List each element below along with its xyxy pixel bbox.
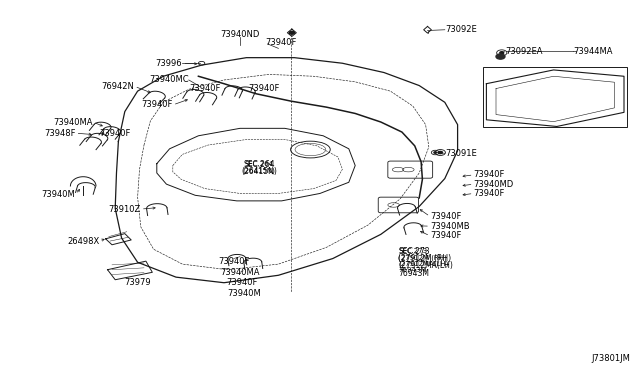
Circle shape [496, 54, 505, 59]
Text: 73940M: 73940M [228, 289, 261, 298]
Text: 73940MA: 73940MA [53, 118, 93, 126]
Text: SEC.264: SEC.264 [244, 161, 274, 167]
Text: 73948F: 73948F [44, 129, 76, 138]
Text: SEC.264: SEC.264 [243, 160, 275, 169]
Text: 73092E: 73092E [445, 25, 477, 34]
Text: 73940ND: 73940ND [220, 30, 260, 39]
Text: 76943M: 76943M [398, 267, 426, 273]
Text: 73092EA: 73092EA [506, 47, 543, 56]
Circle shape [500, 52, 504, 54]
Text: (27912MA(LH): (27912MA(LH) [398, 262, 453, 270]
Text: (27912M (RH): (27912M (RH) [398, 254, 447, 261]
Text: 73940F: 73940F [99, 129, 131, 138]
Text: (27912MA(LH): (27912MA(LH) [398, 260, 449, 267]
Text: 73940F: 73940F [474, 170, 505, 179]
Text: 73940F: 73940F [266, 38, 297, 47]
Text: 73910Z: 73910Z [109, 205, 141, 214]
Text: 73940F: 73940F [226, 278, 258, 287]
Text: 73940MD: 73940MD [474, 180, 514, 189]
Text: SEC.273: SEC.273 [398, 247, 429, 256]
Text: 73940F: 73940F [218, 257, 250, 266]
Text: 73940F: 73940F [430, 231, 461, 240]
Circle shape [434, 152, 436, 153]
Text: SEC.273: SEC.273 [398, 248, 428, 254]
Text: 26498X: 26498X [67, 237, 99, 246]
Text: 73940F: 73940F [189, 84, 221, 93]
Circle shape [438, 151, 442, 154]
Text: 73940F: 73940F [430, 212, 461, 221]
Text: 73940MC: 73940MC [149, 76, 189, 84]
Text: 73940MA: 73940MA [220, 268, 260, 277]
Text: 73979: 73979 [124, 278, 151, 287]
Text: 73091E: 73091E [445, 149, 477, 158]
Text: 73996: 73996 [156, 59, 182, 68]
Text: 73940F: 73940F [474, 189, 505, 198]
Text: 73940MB: 73940MB [430, 222, 470, 231]
Text: (26415N): (26415N) [241, 167, 277, 176]
Text: (27912M (RH): (27912M (RH) [398, 254, 451, 263]
Text: (26415N): (26415N) [243, 167, 276, 174]
Text: J73801JM: J73801JM [591, 354, 630, 363]
Text: 73944MA: 73944MA [573, 47, 612, 56]
Text: 73940M: 73940M [42, 190, 76, 199]
Circle shape [289, 31, 294, 34]
Text: 73940F: 73940F [248, 84, 280, 93]
Bar [483, 67, 627, 127]
Text: 76942N: 76942N [102, 82, 134, 91]
Text: 76943M: 76943M [398, 269, 429, 278]
Text: 73940F: 73940F [141, 100, 173, 109]
